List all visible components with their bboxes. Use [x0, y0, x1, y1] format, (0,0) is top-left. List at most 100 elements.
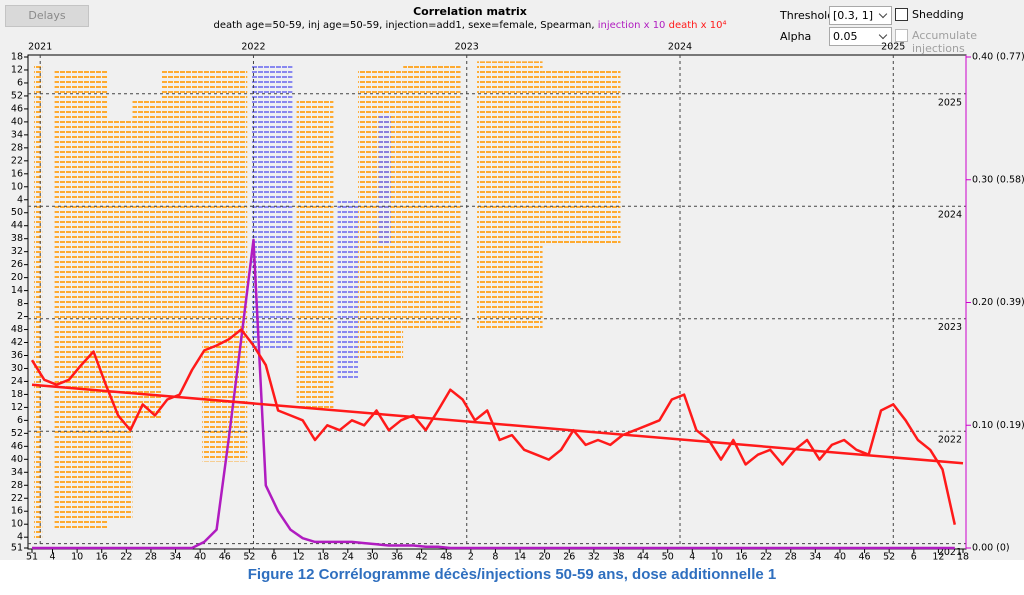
- x-tick-label: 18: [317, 552, 329, 561]
- x-tick-label: 44: [637, 552, 649, 561]
- x-tick-label: 12: [293, 552, 305, 561]
- x-tick-label: 34: [809, 552, 821, 561]
- y-tick-label: 34: [11, 129, 23, 140]
- y2-tick-label: 0.00 (0): [972, 543, 1010, 554]
- y-tick-label: 34: [11, 467, 23, 478]
- x-tick-label: 30: [366, 552, 378, 561]
- y-tick-label: 52: [11, 90, 23, 101]
- x-tick-label: 40: [194, 552, 206, 561]
- y2-tick-label: 0.30 (0.58): [972, 174, 1024, 185]
- y-tick-label: 28: [11, 480, 23, 491]
- positive-cells: [132, 100, 162, 421]
- negative-cells: [378, 115, 391, 246]
- x-tick-label: 22: [760, 552, 772, 561]
- positive-cells: [34, 65, 43, 540]
- y-tick-label: 50: [11, 207, 23, 218]
- y-tick-label: 16: [11, 506, 23, 517]
- legend-entry: death x 10⁴: [668, 20, 727, 31]
- x-tick-label: 26: [563, 552, 575, 561]
- x-tick-label: 4: [49, 552, 55, 561]
- delays-button[interactable]: Delays: [5, 5, 89, 27]
- x-tick-label: 4: [689, 552, 695, 561]
- x-tick-label: 40: [834, 552, 846, 561]
- shedding-label: Shedding: [912, 8, 964, 21]
- y-tick-label: 46: [11, 441, 23, 452]
- x-tick-label: 18: [957, 552, 969, 561]
- shedding-checkbox[interactable]: [895, 8, 908, 21]
- year-label-right: 2021: [938, 547, 962, 558]
- y2-tick-label: 0.10 (0.19): [972, 420, 1024, 431]
- x-tick-label: 20: [539, 552, 551, 561]
- y-tick-label: 51: [11, 543, 23, 554]
- y-tick-label: 40: [11, 116, 23, 127]
- y-tick-label: 12: [11, 64, 23, 75]
- x-tick-label: 2: [468, 552, 474, 561]
- y-tick-label: 30: [11, 363, 23, 374]
- alpha-select[interactable]: 0.05: [829, 27, 892, 46]
- year-label-top: 2022: [241, 42, 265, 53]
- y-tick-label: 6: [17, 415, 23, 426]
- y-tick-label: 48: [11, 324, 23, 335]
- negative-cells: [337, 199, 359, 380]
- x-tick-label: 22: [120, 552, 132, 561]
- x-tick-label: 10: [711, 552, 723, 561]
- chart: 2021202120222022202320232024202420252025…: [11, 42, 1024, 561]
- y-tick-label: 18: [11, 52, 23, 63]
- year-label-right: 2023: [938, 322, 962, 333]
- x-tick-label: 46: [219, 552, 231, 561]
- x-tick-label: 48: [440, 552, 452, 561]
- positive-cells: [54, 69, 108, 531]
- x-tick-label: 10: [71, 552, 83, 561]
- x-tick-label: 24: [342, 552, 354, 561]
- y-tick-label: 4: [17, 532, 23, 543]
- positive-cells: [477, 61, 543, 330]
- x-tick-label: 50: [662, 552, 674, 561]
- y-tick-label: 28: [11, 142, 23, 153]
- trend-line: [31, 383, 964, 465]
- series-line: [32, 238, 955, 550]
- year-label-top: 2023: [455, 42, 479, 53]
- threshold-label: Threshold: [780, 9, 835, 22]
- positive-cells: [542, 69, 621, 246]
- y-tick-label: 38: [11, 233, 23, 244]
- positive-cells: [107, 119, 133, 520]
- year-label-right: 2024: [938, 210, 962, 221]
- y-tick-label: 14: [11, 285, 23, 296]
- y-tick-label: 12: [11, 402, 23, 413]
- accumulate-checkbox[interactable]: [895, 29, 908, 42]
- y-tick-label: 46: [11, 103, 23, 114]
- x-tick-label: 51: [26, 552, 38, 561]
- year-label-top: 2021: [28, 42, 52, 53]
- figure-caption: Figure 12 Corrélogramme décès/injections…: [247, 566, 777, 583]
- y-tick-label: 26: [11, 259, 23, 270]
- y-tick-label: 52: [11, 428, 23, 439]
- y-tick-label: 10: [11, 519, 23, 530]
- x-tick-label: 12: [932, 552, 944, 561]
- x-tick-label: 8: [492, 552, 498, 561]
- positive-cells: [202, 69, 248, 462]
- positive-cells: [403, 65, 461, 330]
- alpha-label: Alpha: [780, 30, 812, 43]
- x-tick-label: 14: [514, 552, 526, 561]
- threshold-select[interactable]: [0.3, 1]: [829, 6, 892, 25]
- year-label-top: 2024: [668, 42, 692, 53]
- x-tick-label: 36: [391, 552, 403, 561]
- y-tick-label: 22: [11, 493, 23, 504]
- positive-cells: [161, 69, 203, 341]
- legend-entry: injection x 10: [597, 20, 666, 31]
- x-tick-label: 6: [911, 552, 917, 561]
- x-tick-label: 52: [243, 552, 255, 561]
- y-tick-label: 10: [11, 181, 23, 192]
- x-tick-label: 34: [169, 552, 181, 561]
- chart-subtitle: death age=50-59, inj age=50-59, injectio…: [150, 20, 790, 31]
- accumulate-label: Accumulate injections: [912, 29, 977, 55]
- x-tick-label: 16: [96, 552, 108, 561]
- x-tick-label: 46: [859, 552, 871, 561]
- year-label-top: 2025: [881, 42, 905, 53]
- year-label-right: 2025: [938, 97, 962, 108]
- x-tick-label: 28: [145, 552, 157, 561]
- negative-cells: [251, 65, 293, 350]
- y-tick-label: 22: [11, 155, 23, 166]
- chart-title: Correlation matrix: [413, 5, 527, 18]
